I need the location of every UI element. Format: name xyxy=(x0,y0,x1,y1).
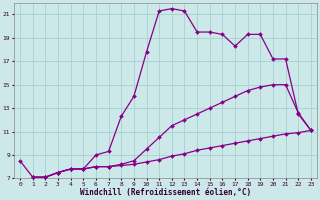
X-axis label: Windchill (Refroidissement éolien,°C): Windchill (Refroidissement éolien,°C) xyxy=(80,188,251,197)
